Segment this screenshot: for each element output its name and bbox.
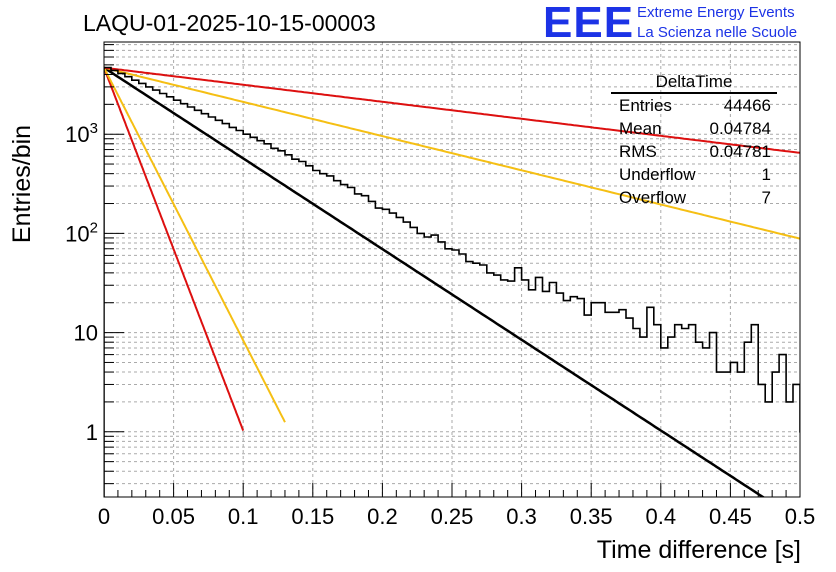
histogram	[104, 66, 800, 497]
stats-title: DeltaTime	[611, 72, 777, 94]
stats-label: RMS	[619, 142, 657, 161]
x-tick-label: 0.2	[367, 504, 398, 529]
x-tick-label: 0.05	[152, 504, 195, 529]
x-axis-label: Time difference [s]	[597, 536, 801, 564]
stats-value: 0.04781	[709, 142, 771, 161]
x-tick-label: 0.35	[570, 504, 613, 529]
stats-value: 44466	[723, 96, 771, 115]
stats-row-rms: RMS 0.04781	[611, 140, 777, 163]
stats-value: 1	[761, 165, 771, 184]
y-axis-label: Entries/bin	[8, 125, 36, 243]
x-tick-label: 0.1	[228, 504, 259, 529]
x-tick-label: 0.25	[431, 504, 474, 529]
curve-fit	[104, 66, 766, 497]
axis-ticks	[103, 44, 801, 497]
curve-yellow_fast	[104, 67, 286, 423]
stats-row-underflow: Underflow 1	[611, 163, 777, 186]
stats-label: Overflow	[619, 188, 687, 207]
curve-yellow_slow	[104, 66, 800, 240]
stats-label: Mean	[619, 119, 662, 138]
y-tick-label: 10	[74, 321, 98, 346]
stats-value: 7	[761, 188, 771, 207]
fit-curves	[104, 66, 800, 497]
y-tick-label: 103	[65, 120, 98, 147]
stats-label: Entries	[619, 96, 672, 115]
x-tick-label: 0.15	[291, 504, 334, 529]
logo-line-2: La Scienza nelle Scuole	[637, 24, 798, 41]
x-tick-label: 0.5	[785, 504, 816, 529]
eee-logo: EEE	[543, 0, 635, 47]
plot-title: LAQU-01-2025-10-15-00003	[83, 10, 376, 36]
x-tick-label: 0.4	[646, 504, 677, 529]
tick-labels: 0 0.05 0.1 0.15 0.2 0.25 0.3 0.35 0.4 0.45 0.5 1 10 1…	[65, 120, 815, 529]
y-tick-label: 102	[65, 219, 98, 246]
stats-row-entries: Entries 44466	[611, 94, 777, 117]
x-tick-label: 0.3	[506, 504, 537, 529]
x-tick-label: 0	[98, 504, 110, 529]
stats-value: 0.04784	[709, 119, 771, 138]
stats-label: Underflow	[619, 165, 696, 184]
histogram-outline	[104, 66, 800, 497]
stats-box: DeltaTime Entries 44466 Mean 0.04784 RMS…	[611, 72, 777, 209]
logo-line-1: Extreme Energy Events	[637, 4, 795, 21]
x-tick-label: 0.45	[709, 504, 752, 529]
curve-red_fast	[104, 67, 245, 431]
stats-row-overflow: Overflow 7	[611, 186, 777, 209]
stats-row-mean: Mean 0.04784	[611, 117, 777, 140]
y-tick-label: 1	[86, 420, 98, 445]
curve-red_slow	[104, 66, 800, 154]
